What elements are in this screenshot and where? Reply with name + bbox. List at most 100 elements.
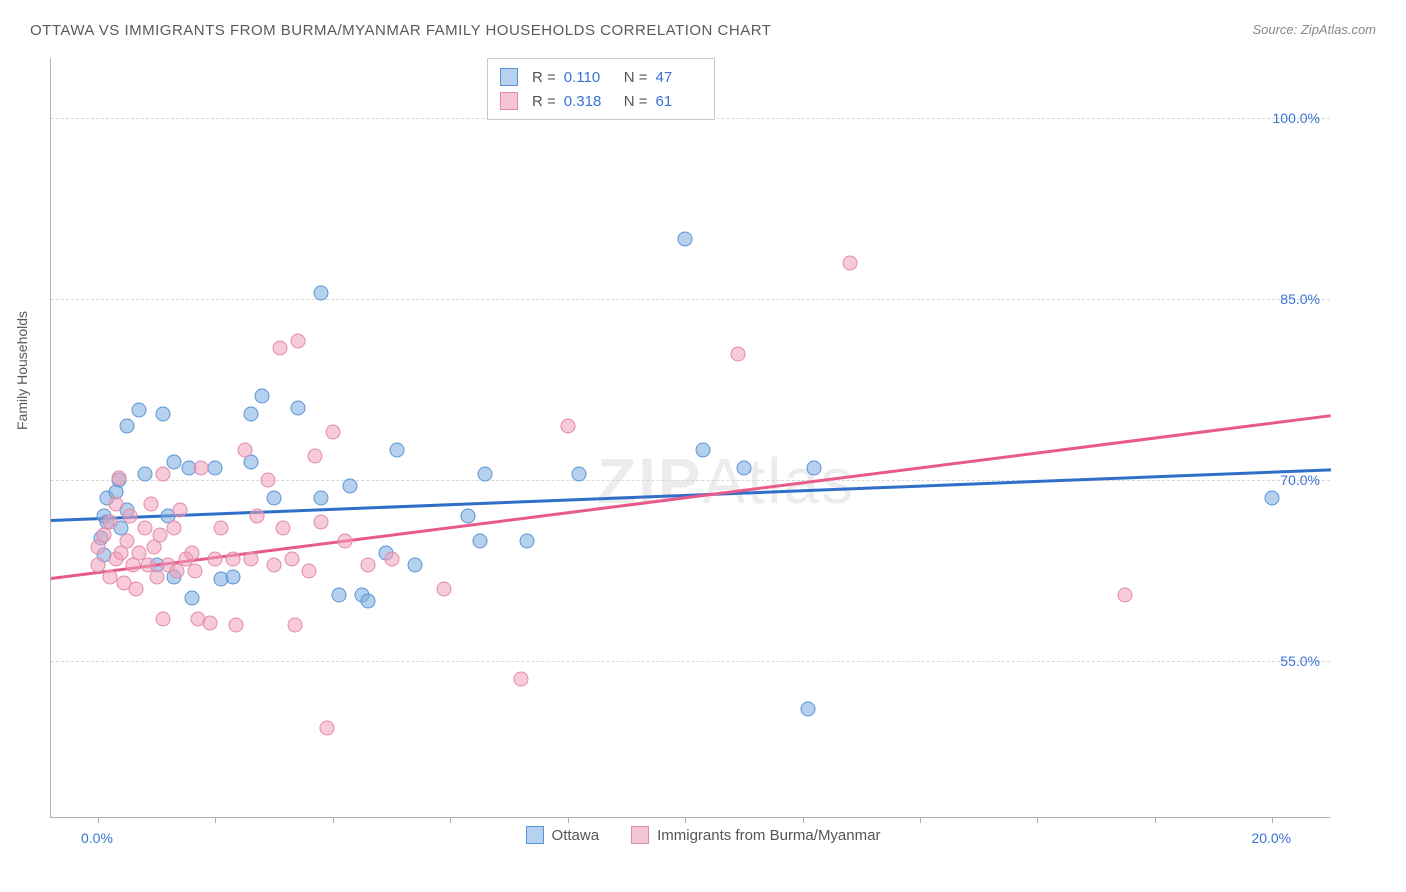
scatter-point xyxy=(137,467,152,482)
legend-swatch xyxy=(631,826,649,844)
x-tick xyxy=(450,817,451,823)
scatter-point xyxy=(730,346,745,361)
gridline-h xyxy=(51,480,1330,481)
correlation-legend: R =0.110N =47R =0.318N =61 xyxy=(487,58,715,120)
series-legend: Ottawa Immigrants from Burma/Myanmar xyxy=(0,826,1406,844)
scatter-point xyxy=(255,388,270,403)
scatter-point xyxy=(325,424,340,439)
scatter-point xyxy=(1118,587,1133,602)
scatter-point xyxy=(267,557,282,572)
scatter-point xyxy=(801,702,816,717)
x-tick xyxy=(568,817,569,823)
scatter-point xyxy=(173,503,188,518)
scatter-point xyxy=(560,418,575,433)
legend-row: R =0.318N =61 xyxy=(500,89,702,113)
scatter-point xyxy=(437,581,452,596)
scatter-point xyxy=(155,611,170,626)
scatter-point xyxy=(167,521,182,536)
legend-r-value: 0.318 xyxy=(564,93,610,110)
scatter-point xyxy=(184,545,199,560)
y-tick-label: 70.0% xyxy=(1280,472,1320,488)
scatter-point xyxy=(143,497,158,512)
legend-swatch xyxy=(500,92,518,110)
scatter-point xyxy=(137,521,152,536)
x-tick xyxy=(98,817,99,823)
scatter-point xyxy=(284,551,299,566)
legend-row: R = 0.110 N = 47 xyxy=(500,65,702,89)
scatter-point xyxy=(384,551,399,566)
scatter-point xyxy=(267,491,282,506)
scatter-point xyxy=(155,406,170,421)
scatter-point xyxy=(120,418,135,433)
x-tick xyxy=(1155,817,1156,823)
scatter-point xyxy=(287,617,302,632)
legend-r-label: R = xyxy=(532,93,556,110)
scatter-point xyxy=(243,406,258,421)
legend-swatch xyxy=(500,68,518,86)
scatter-point xyxy=(478,467,493,482)
legend-n-value: 61 xyxy=(656,93,702,110)
scatter-point xyxy=(519,533,534,548)
y-tick-label: 100.0% xyxy=(1273,110,1320,126)
x-tick xyxy=(803,817,804,823)
scatter-point xyxy=(361,557,376,572)
scatter-point xyxy=(275,521,290,536)
scatter-point xyxy=(155,467,170,482)
legend-n-label: N = xyxy=(624,69,648,86)
scatter-point xyxy=(272,340,287,355)
scatter-point xyxy=(331,587,346,602)
scatter-point xyxy=(102,515,117,530)
scatter-plot: ZIPAtlas 55.0%70.0%85.0%100.0% xyxy=(50,58,1330,818)
legend-item: Ottawa xyxy=(526,826,600,844)
scatter-point xyxy=(102,569,117,584)
x-tick xyxy=(685,817,686,823)
scatter-point xyxy=(513,672,528,687)
scatter-point xyxy=(202,615,217,630)
scatter-point xyxy=(120,533,135,548)
scatter-point xyxy=(214,521,229,536)
scatter-point xyxy=(314,515,329,530)
legend-r-label: R = xyxy=(532,69,556,86)
scatter-point xyxy=(237,443,252,458)
scatter-point xyxy=(187,563,202,578)
scatter-point xyxy=(807,461,822,476)
scatter-point xyxy=(390,443,405,458)
scatter-point xyxy=(572,467,587,482)
scatter-point xyxy=(472,533,487,548)
scatter-point xyxy=(319,720,334,735)
legend-item: Immigrants from Burma/Myanmar xyxy=(631,826,880,844)
scatter-point xyxy=(132,403,147,418)
y-tick-label: 85.0% xyxy=(1280,291,1320,307)
scatter-point xyxy=(208,461,223,476)
scatter-point xyxy=(695,443,710,458)
scatter-point xyxy=(129,581,144,596)
legend-r-value: 0.110 xyxy=(564,69,610,86)
scatter-point xyxy=(1265,491,1280,506)
scatter-point xyxy=(842,256,857,271)
scatter-point xyxy=(193,461,208,476)
gridline-h xyxy=(51,299,1330,300)
x-tick xyxy=(1037,817,1038,823)
scatter-point xyxy=(290,334,305,349)
scatter-point xyxy=(243,551,258,566)
scatter-point xyxy=(460,509,475,524)
gridline-h xyxy=(51,661,1330,662)
scatter-point xyxy=(208,551,223,566)
scatter-point xyxy=(408,557,423,572)
x-tick xyxy=(333,817,334,823)
scatter-point xyxy=(226,569,241,584)
chart-title: OTTAWA VS IMMIGRANTS FROM BURMA/MYANMAR … xyxy=(30,22,771,39)
scatter-point xyxy=(249,509,264,524)
scatter-point xyxy=(314,491,329,506)
x-tick xyxy=(1272,817,1273,823)
scatter-point xyxy=(337,533,352,548)
scatter-point xyxy=(361,593,376,608)
scatter-point xyxy=(261,473,276,488)
legend-n-value: 47 xyxy=(656,69,702,86)
scatter-point xyxy=(302,563,317,578)
scatter-point xyxy=(90,557,105,572)
source-label: Source: ZipAtlas.com xyxy=(1252,22,1376,37)
scatter-point xyxy=(184,591,199,606)
legend-label: Ottawa xyxy=(552,827,600,844)
x-tick xyxy=(215,817,216,823)
